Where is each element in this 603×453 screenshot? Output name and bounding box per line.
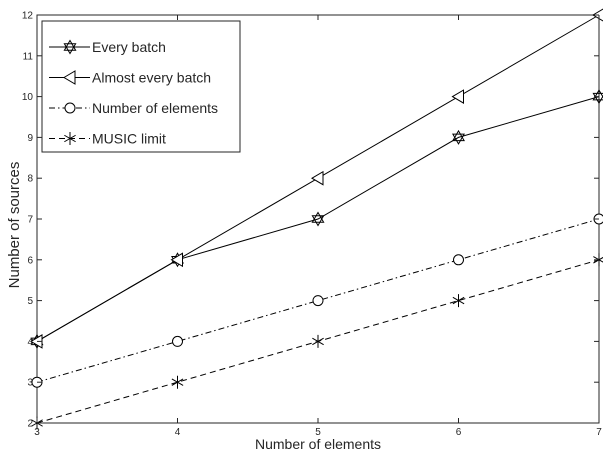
x-tick-label: 3 xyxy=(34,427,40,438)
y-axis-label: Number of sources xyxy=(6,162,23,289)
data-point xyxy=(172,335,183,347)
data-point xyxy=(171,375,184,389)
data-point xyxy=(452,129,465,145)
y-tick-label: 2 xyxy=(27,419,33,430)
y-tick-label: 11 xyxy=(23,51,34,62)
legend-label: Every batch xyxy=(92,39,166,55)
legend-marker xyxy=(63,70,76,85)
y-tick-label: 3 xyxy=(27,378,33,389)
x-tick-label: 6 xyxy=(456,427,462,438)
data-point xyxy=(453,254,464,266)
data-point xyxy=(311,211,325,227)
legend: Every batch Almost every batch Number of e… xyxy=(41,20,241,153)
y-tick-label: 6 xyxy=(27,255,33,266)
legend-marker xyxy=(64,132,76,145)
legend-label: Almost every batch xyxy=(92,70,211,86)
data-point xyxy=(170,252,183,268)
data-point xyxy=(312,334,324,348)
y-tick-label: 7 xyxy=(27,215,33,226)
x-axis-label: Number of elements xyxy=(255,436,381,452)
legend-label: MUSIC limit xyxy=(92,131,166,147)
data-point xyxy=(312,295,324,307)
x-tick-label: 4 xyxy=(175,427,181,438)
y-tick-label: 12 xyxy=(22,11,34,22)
y-tick-label: 4 xyxy=(27,337,33,348)
y-tick-label: 5 xyxy=(27,296,33,307)
y-tick-label: 8 xyxy=(27,174,33,185)
y-tick-label: 9 xyxy=(27,133,33,144)
data-point xyxy=(452,294,465,308)
legend-label: Number of elements xyxy=(92,100,218,116)
y-tick-label: 10 xyxy=(22,92,34,103)
data-point xyxy=(311,170,324,186)
legend-box xyxy=(41,20,241,153)
x-tick-label: 7 xyxy=(596,427,602,438)
data-point xyxy=(592,89,603,105)
legend-marker xyxy=(63,39,77,55)
data-point xyxy=(451,89,464,104)
legend-marker xyxy=(64,102,76,114)
x-tick-label: 5 xyxy=(315,427,321,438)
